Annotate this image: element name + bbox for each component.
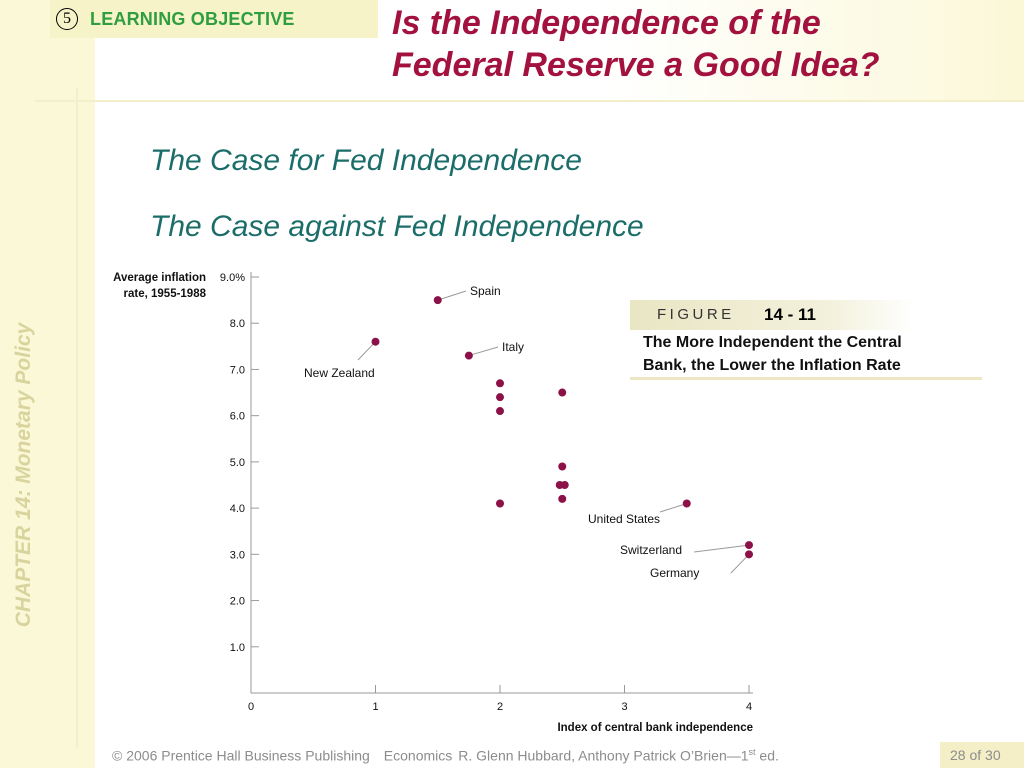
footer-authors: R. Glenn Hubbard, Anthony Patrick O’Brie… bbox=[458, 747, 749, 764]
learning-objective-number: 5 bbox=[56, 8, 78, 30]
header-divider bbox=[35, 100, 1024, 102]
figure-caption-line-2: Bank, the Lower the Inflation Rate bbox=[643, 357, 901, 374]
page-number-box bbox=[940, 742, 1024, 768]
data-point bbox=[558, 494, 567, 503]
point-label: Spain bbox=[470, 284, 501, 298]
data-point bbox=[558, 388, 567, 397]
data-point bbox=[371, 337, 380, 346]
footer: © 2006 Prentice Hall Business Publishing… bbox=[112, 747, 779, 764]
left-sidebar-band bbox=[0, 0, 95, 768]
data-point bbox=[496, 393, 504, 402]
footer-edition-sup: st bbox=[748, 747, 756, 757]
leader-line bbox=[730, 553, 750, 574]
y-tick-label: 3.0 bbox=[230, 549, 245, 561]
data-point bbox=[496, 499, 504, 508]
data-point bbox=[682, 499, 691, 508]
point-label: Italy bbox=[502, 340, 524, 354]
y-tick-label: 6.0 bbox=[230, 411, 245, 423]
y-tick-label: 4.0 bbox=[230, 503, 245, 515]
x-tick-label: 3 bbox=[621, 701, 627, 713]
figure-caption: The More Independent the Central Bank, t… bbox=[643, 331, 983, 377]
figure-label-box bbox=[630, 300, 916, 330]
y-tick-label: 7.0 bbox=[230, 364, 245, 376]
leader-line bbox=[437, 290, 467, 301]
leader-line bbox=[693, 544, 750, 553]
data-point bbox=[496, 379, 504, 388]
leader-line bbox=[659, 503, 687, 513]
y-axis-title-line-1: Average inflation bbox=[113, 272, 206, 284]
learning-objective-label: LEARNING OBJECTIVE bbox=[90, 9, 295, 29]
y-axis-title-line-2: rate, 1955-1988 bbox=[124, 288, 207, 300]
data-point bbox=[433, 296, 442, 305]
x-tick-label: 2 bbox=[497, 701, 503, 713]
y-tick-label: 9.0% bbox=[220, 272, 245, 284]
footer-book: Economics bbox=[383, 747, 453, 764]
slide-title: Is the Independence of the Federal Reser… bbox=[392, 2, 1012, 86]
slide-title-line-2: Federal Reserve a Good Idea? bbox=[392, 46, 880, 84]
x-tick-label: 4 bbox=[746, 701, 752, 713]
sidebar-divider bbox=[76, 88, 78, 748]
x-tick-label: 0 bbox=[248, 701, 254, 713]
footer-edition-suffix: ed. bbox=[755, 747, 779, 764]
x-tick-label: 1 bbox=[372, 701, 378, 713]
data-point bbox=[560, 481, 569, 489]
page-number: 28 of 30 bbox=[950, 747, 1001, 763]
x-axis-title: Index of central bank independence bbox=[557, 722, 753, 734]
bullet-case-against: The Case against Fed Independence bbox=[150, 210, 644, 243]
y-tick-label: 5.0 bbox=[230, 457, 245, 469]
point-label: United States bbox=[588, 512, 660, 526]
y-tick-label: 8.0 bbox=[230, 318, 245, 330]
leader-line bbox=[357, 341, 376, 361]
y-tick-label: 1.0 bbox=[230, 642, 245, 654]
data-point bbox=[496, 407, 504, 416]
slide-title-line-1: Is the Independence of the bbox=[392, 4, 821, 42]
point-label: Germany bbox=[650, 566, 699, 580]
data-point bbox=[558, 462, 567, 471]
figure-word: FIGURE bbox=[657, 306, 735, 323]
point-label: Switzerland bbox=[620, 543, 682, 557]
figure-caption-rule bbox=[630, 377, 982, 380]
data-point bbox=[745, 550, 753, 559]
point-label: New Zealand bbox=[304, 366, 375, 380]
data-point bbox=[464, 351, 473, 360]
figure-caption-line-1: The More Independent the Central bbox=[643, 334, 902, 351]
figure-number: 14 - 11 bbox=[764, 305, 816, 324]
data-point bbox=[745, 541, 753, 550]
learning-objective-box bbox=[50, 0, 378, 38]
y-tick-label: 2.0 bbox=[230, 596, 245, 608]
leader-line bbox=[468, 346, 499, 357]
bullet-case-for: The Case for Fed Independence bbox=[150, 144, 582, 177]
footer-copyright: © 2006 Prentice Hall Business Publishing bbox=[112, 747, 370, 764]
